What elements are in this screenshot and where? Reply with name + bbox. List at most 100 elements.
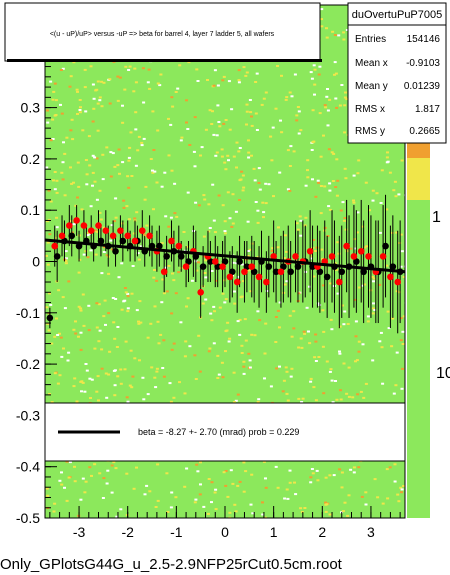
heatmap-cell [352, 201, 356, 204]
heatmap-cell [128, 146, 132, 149]
heatmap-cell [102, 315, 106, 318]
heatmap-cell [212, 133, 216, 136]
heatmap-cell [53, 188, 57, 191]
heatmap-cell [316, 302, 320, 305]
heatmap-cell [326, 235, 330, 237]
heatmap-cell [50, 401, 54, 404]
heatmap-cell [118, 76, 122, 79]
heatmap-cell [331, 30, 335, 33]
data-point-black [221, 258, 229, 265]
heatmap-cell [372, 302, 375, 305]
heatmap-cell [93, 347, 97, 350]
heatmap-cell [230, 108, 234, 111]
heatmap-cell [126, 295, 130, 298]
heatmap-cell [338, 350, 341, 353]
heatmap-cell [283, 497, 287, 500]
heatmap-cell [185, 467, 189, 470]
data-point-red [233, 278, 241, 286]
heatmap-cell [353, 247, 357, 250]
heatmap-cell [329, 368, 333, 371]
heatmap-cell [335, 194, 339, 197]
heatmap-cell [161, 367, 165, 369]
data-point-black [228, 268, 236, 276]
heatmap-cell [340, 84, 344, 86]
heatmap-cell [74, 204, 78, 207]
heatmap-cell [344, 228, 348, 231]
heatmap-cell [138, 359, 141, 362]
heatmap-cell [79, 331, 83, 334]
heatmap-cell [121, 121, 125, 124]
data-point-red [263, 278, 270, 286]
heatmap-cell [51, 98, 55, 101]
heatmap-cell [295, 119, 299, 122]
heatmap-cell [193, 354, 197, 357]
heatmap-cell [87, 135, 91, 138]
heatmap-cell [206, 79, 209, 81]
heatmap-cell [325, 503, 329, 506]
heatmap-cell [386, 310, 390, 313]
heatmap-cell [395, 351, 399, 354]
heatmap-cell [345, 98, 349, 101]
heatmap-cell [45, 166, 49, 169]
heatmap-cell [53, 171, 57, 173]
heatmap-cell [364, 181, 368, 184]
heatmap-cell [126, 400, 130, 403]
heatmap-cell [72, 61, 76, 64]
heatmap-cell [248, 366, 252, 369]
heatmap-cell [327, 205, 331, 208]
heatmap-cell [159, 73, 163, 76]
data-point-black [199, 263, 207, 270]
heatmap-cell [87, 329, 91, 332]
data-point-red [328, 253, 336, 260]
heatmap-cell [185, 99, 188, 102]
heatmap-cell [237, 150, 241, 153]
heatmap-cell [183, 355, 187, 358]
heatmap-cell [156, 463, 160, 466]
heatmap-cell [261, 501, 264, 504]
heatmap-cell [223, 230, 227, 233]
heatmap-cell [112, 321, 116, 324]
data-point-red [211, 258, 219, 265]
heatmap-cell [240, 295, 244, 298]
heatmap-cell [75, 88, 79, 91]
data-point-black [119, 237, 127, 245]
heatmap-cell [116, 164, 120, 167]
heatmap-cell [91, 120, 95, 123]
data-point-red [197, 288, 204, 296]
heatmap-cell [174, 91, 178, 93]
heatmap-cell [135, 211, 139, 214]
heatmap-cell [371, 307, 375, 310]
heatmap-cell [330, 151, 334, 154]
heatmap-cell [319, 155, 323, 158]
heatmap-cell [162, 375, 166, 378]
heatmap-cell [77, 305, 81, 308]
heatmap-cell [45, 487, 49, 490]
heatmap-cell [242, 490, 246, 493]
heatmap-cell [314, 360, 318, 362]
heatmap-cell [362, 283, 366, 286]
heatmap-cell [238, 199, 241, 201]
heatmap-cell [45, 306, 49, 309]
heatmap-cell [98, 96, 102, 99]
heatmap-cell [137, 320, 140, 323]
heatmap-cell [66, 359, 70, 362]
heatmap-cell [325, 95, 329, 98]
heatmap-cell [270, 159, 274, 162]
heatmap-cell [134, 111, 138, 114]
heatmap-cell [295, 222, 299, 225]
heatmap-cell [393, 480, 397, 483]
data-point-red [248, 263, 256, 270]
heatmap-cell [142, 233, 146, 236]
heatmap-cell [98, 211, 102, 214]
heatmap-cell [141, 376, 145, 379]
heatmap-cell [60, 171, 64, 174]
heatmap-cell [221, 204, 225, 207]
heatmap-cell [120, 308, 124, 311]
heatmap-cell [221, 79, 225, 82]
heatmap-cell [213, 491, 217, 494]
heatmap-cell [176, 87, 180, 90]
heatmap-cell [112, 369, 116, 372]
heatmap-cell [386, 151, 389, 154]
heatmap-cell [135, 309, 139, 312]
heatmap-cell [50, 342, 54, 345]
